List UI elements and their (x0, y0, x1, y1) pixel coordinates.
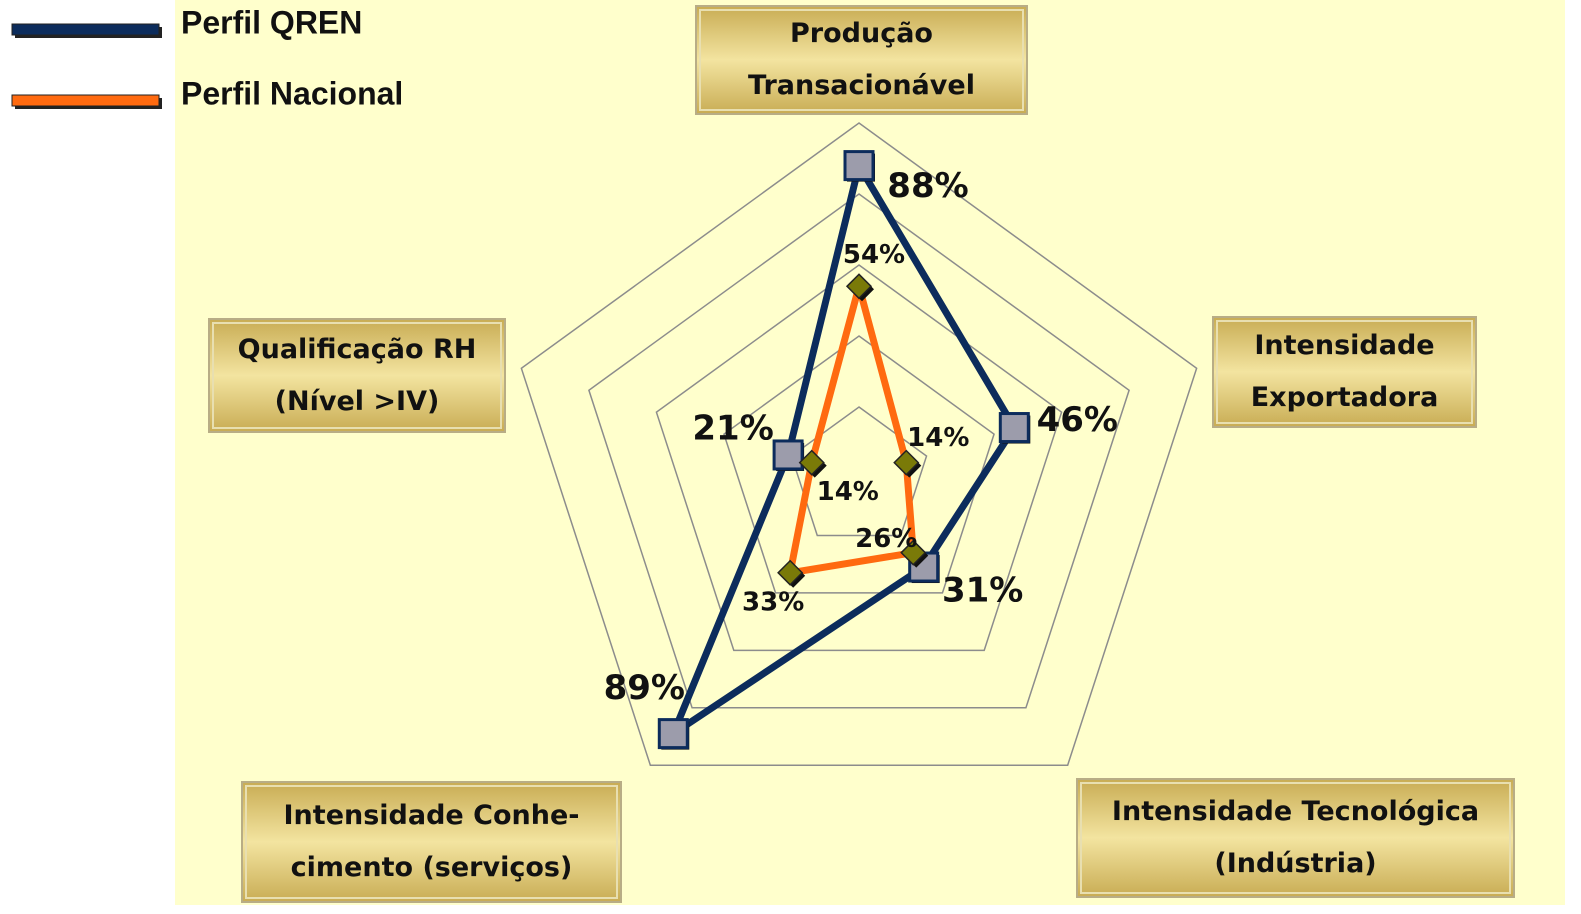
marker (657, 718, 689, 750)
data-label: 26% (855, 524, 917, 554)
marker (843, 150, 875, 182)
axis-label: Produção Transacionável (695, 5, 1028, 115)
marker (772, 439, 804, 471)
marker (777, 559, 804, 586)
legend-swatch (11, 94, 160, 107)
legend-label: Perfil Nacional (181, 75, 403, 111)
axis-label: Intensidade Tecnológica (Indústria) (1076, 778, 1515, 898)
grid-ring (723, 335, 995, 594)
data-label: 31% (942, 571, 1023, 611)
data-label: 14% (907, 423, 969, 453)
axis-label: Intensidade Exportadora (1212, 316, 1477, 428)
marker (845, 273, 873, 300)
series-line (669, 162, 1018, 738)
series-line (786, 282, 917, 577)
marker (998, 412, 1030, 444)
marker (798, 449, 825, 476)
data-label: 88% (887, 166, 968, 206)
axis-label: Qualificação RH (Nível >IV) (208, 318, 506, 433)
grid-ring (520, 122, 1198, 766)
data-label: 54% (843, 240, 905, 270)
data-label: 21% (692, 408, 773, 448)
marker (900, 539, 927, 566)
data-label: 14% (817, 477, 879, 507)
grid-ring (588, 193, 1130, 709)
marker (893, 449, 920, 476)
legend-label: Perfil QREN (181, 4, 362, 40)
data-label: 33% (742, 587, 804, 617)
plot-background (175, 0, 1565, 905)
axis-label: Intensidade Conhe- cimento (serviços) (241, 781, 622, 903)
data-label: 89% (604, 668, 685, 708)
legend-swatch (11, 23, 160, 36)
grid-ring (655, 264, 1063, 652)
data-label: 46% (1037, 400, 1118, 440)
